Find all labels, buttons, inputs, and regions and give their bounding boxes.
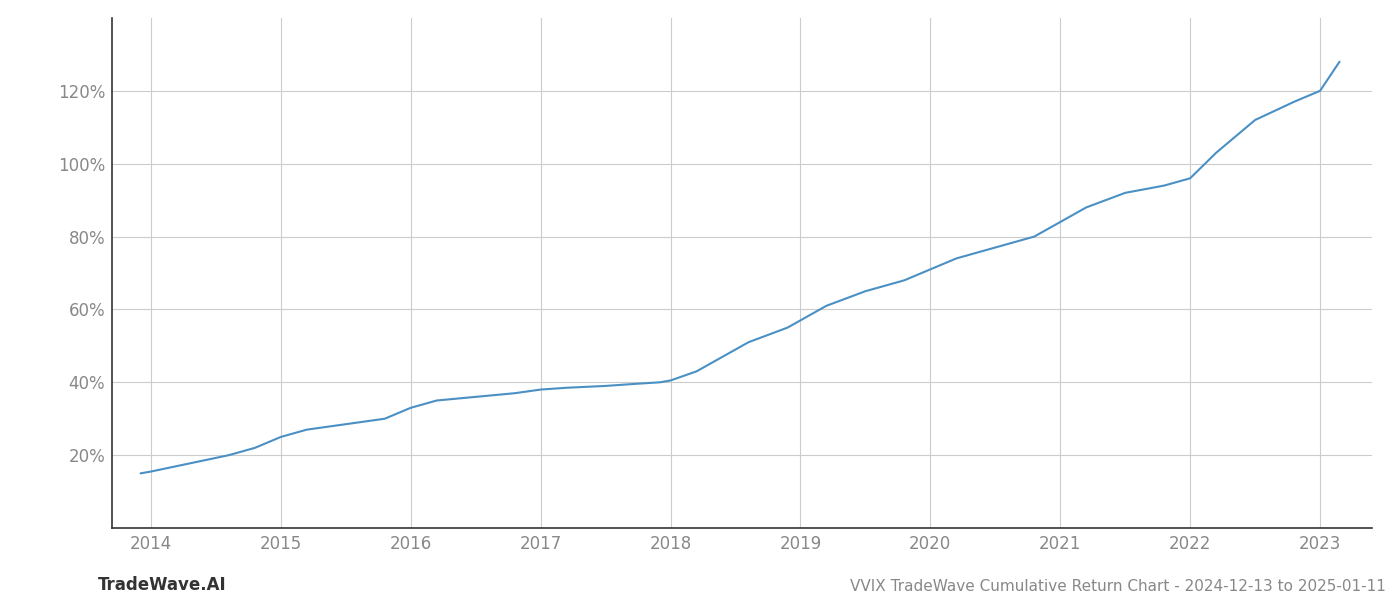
Text: TradeWave.AI: TradeWave.AI xyxy=(98,576,227,594)
Text: VVIX TradeWave Cumulative Return Chart - 2024-12-13 to 2025-01-11: VVIX TradeWave Cumulative Return Chart -… xyxy=(850,579,1386,594)
